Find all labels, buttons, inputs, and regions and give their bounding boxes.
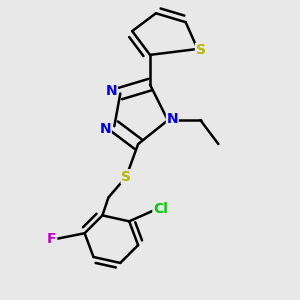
Text: Cl: Cl bbox=[153, 202, 168, 216]
Text: S: S bbox=[196, 44, 206, 57]
Text: N: N bbox=[106, 84, 117, 98]
Text: S: S bbox=[121, 170, 131, 184]
Text: N: N bbox=[167, 112, 178, 126]
Text: F: F bbox=[47, 232, 57, 246]
Text: N: N bbox=[100, 122, 111, 136]
